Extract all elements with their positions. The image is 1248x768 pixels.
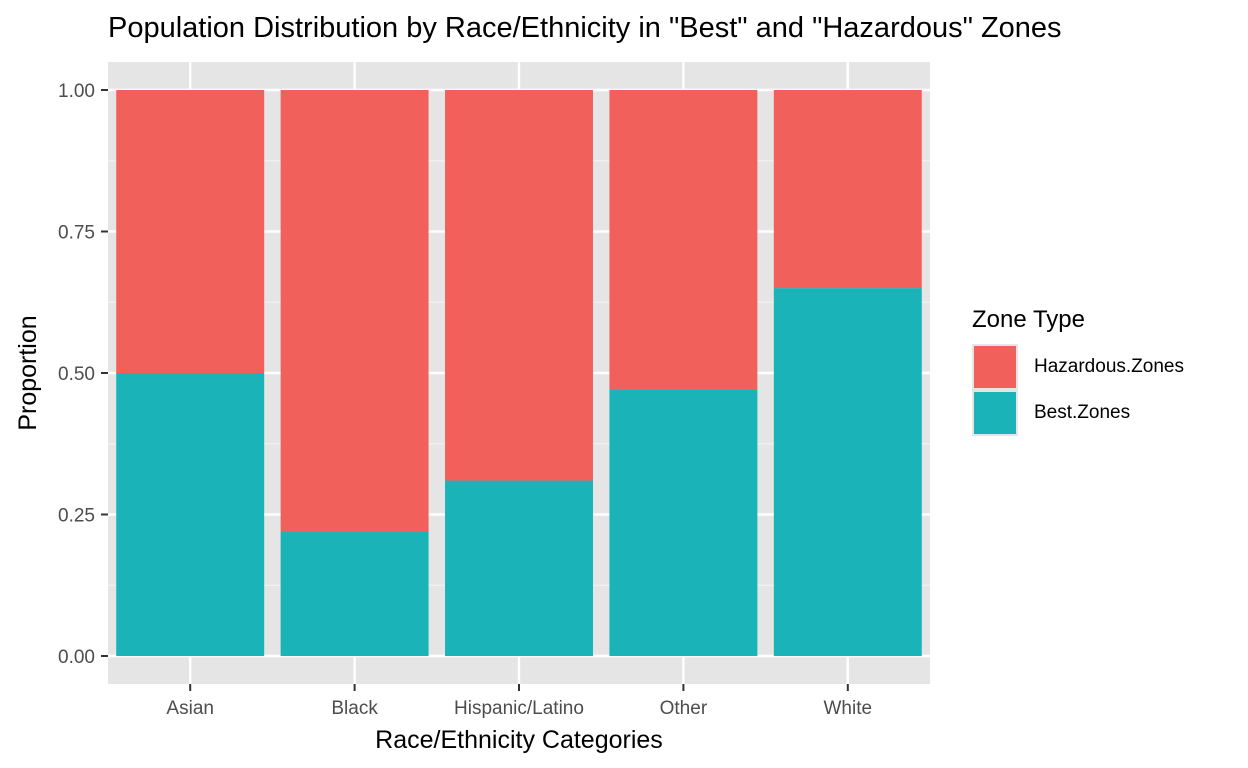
bar-hazardous-zones-hispanic-latino — [445, 90, 593, 481]
legend: Zone Type Hazardous.Zones Best.Zones — [972, 306, 1184, 436]
y-tick-label: 0.50 — [58, 364, 95, 385]
x-tick-label: Other — [660, 698, 708, 719]
y-tick-label: 0.00 — [58, 647, 95, 668]
y-tick-label: 1.00 — [58, 81, 95, 102]
x-tick-label: Asian — [166, 698, 214, 719]
legend-item: Hazardous.Zones — [972, 344, 1184, 390]
bar-hazardous-zones-other — [609, 90, 758, 390]
chart-title: Population Distribution by Race/Ethnicit… — [108, 12, 1062, 44]
bar-hazardous-zones-black — [280, 90, 429, 532]
bar-best-zones-hispanic-latino — [445, 480, 593, 656]
x-tick-label: White — [824, 698, 873, 719]
x-tick-label: Hispanic/Latino — [454, 698, 584, 719]
legend-items: Hazardous.Zones Best.Zones — [972, 344, 1184, 436]
bar-hazardous-zones-white — [773, 90, 922, 289]
bars-layer — [116, 90, 922, 656]
legend-title: Zone Type — [972, 306, 1085, 333]
legend-swatch — [974, 392, 1016, 434]
legend-key — [972, 390, 1018, 436]
legend-label: Hazardous.Zones — [1034, 356, 1184, 377]
legend-label: Best.Zones — [1034, 402, 1131, 423]
y-tick-label: 0.25 — [58, 506, 95, 527]
bar-hazardous-zones-asian — [116, 90, 265, 373]
bar-best-zones-other — [609, 389, 758, 656]
x-tick-label: Black — [331, 698, 378, 719]
legend-swatch — [974, 346, 1016, 388]
legend-key — [972, 344, 1018, 390]
x-axis-label: Race/Ethnicity Categories — [375, 726, 663, 754]
y-tick-label: 0.75 — [58, 223, 95, 244]
legend-item: Best.Zones — [972, 390, 1184, 436]
bar-best-zones-white — [773, 288, 922, 656]
bar-best-zones-asian — [116, 373, 265, 656]
y-axis-label: Proportion — [14, 315, 42, 430]
axis-layer: 0.00 0.25 0.50 0.75 1.00 Asian Black Hispanic/L… — [58, 81, 872, 719]
bar-best-zones-black — [280, 531, 429, 656]
